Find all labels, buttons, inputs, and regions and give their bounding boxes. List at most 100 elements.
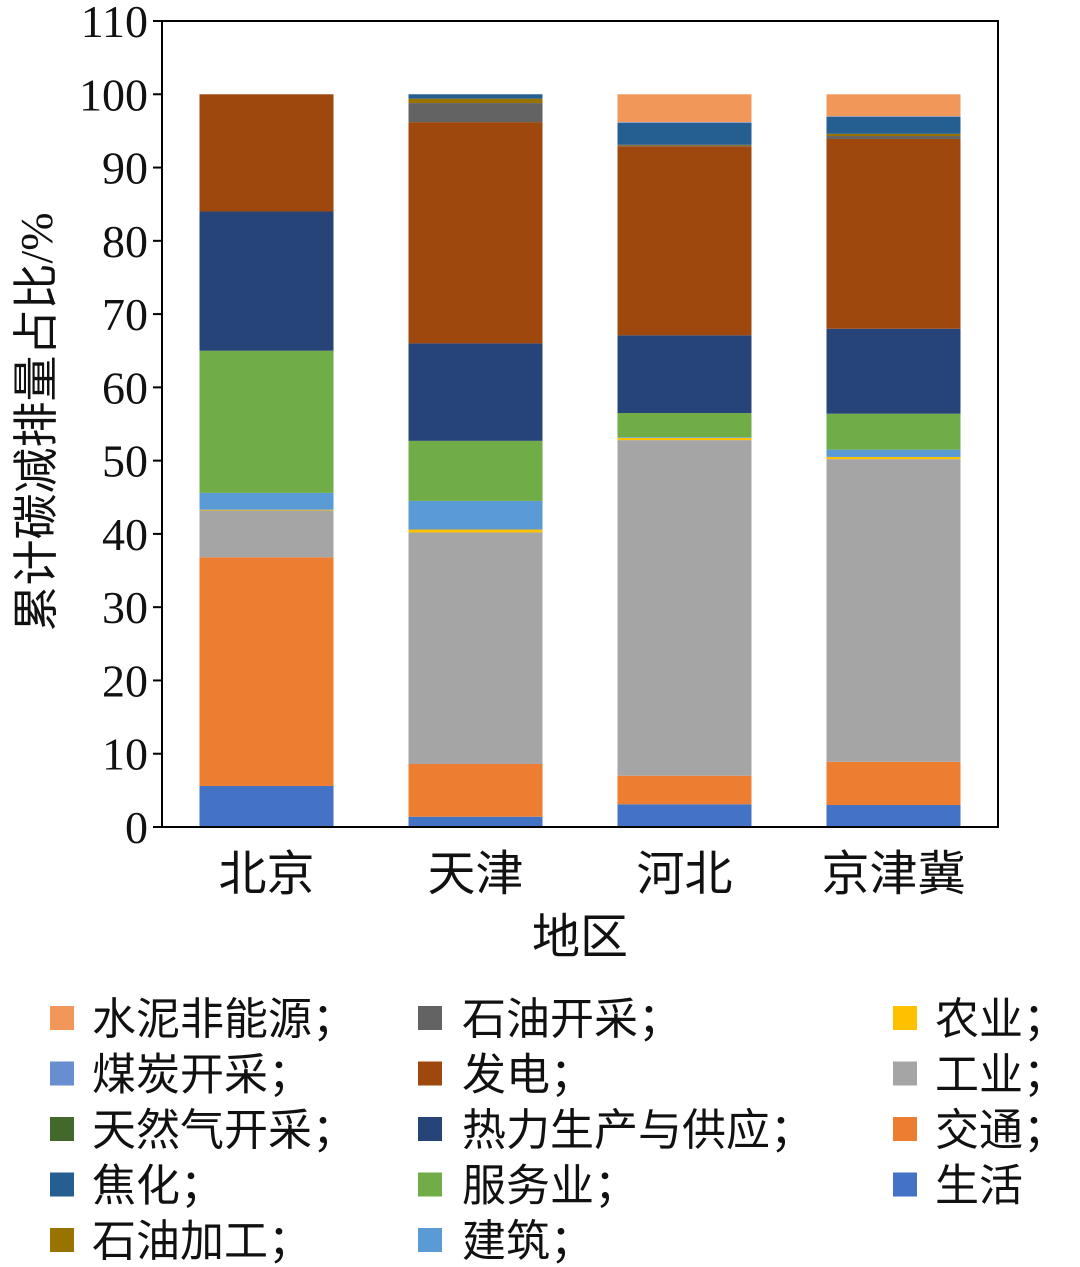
legend-label: 煤炭开采； xyxy=(92,1051,312,1100)
legend-separator: ； xyxy=(550,1217,594,1266)
legend: 水泥非能源；煤炭开采；天然气开采；焦化；石油加工；石油开采；发电；热力生产与供应… xyxy=(50,995,1067,1266)
legend-label: 石油加工； xyxy=(92,1217,312,1266)
y-tick-label: 100 xyxy=(79,69,148,120)
legend-series-name: 发电 xyxy=(462,1051,550,1100)
legend-series-name: 服务业 xyxy=(462,1162,594,1211)
legend-swatch xyxy=(418,1172,442,1197)
legend-label: 交通； xyxy=(935,1106,1067,1155)
legend-swatch xyxy=(418,1117,442,1141)
legend-label: 农业； xyxy=(935,995,1067,1044)
legend-separator: ； xyxy=(550,1051,594,1100)
bar-segment xyxy=(199,94,334,212)
bar-segment xyxy=(826,138,961,329)
bar-segment xyxy=(408,103,543,123)
legend-swatch xyxy=(418,1228,442,1252)
y-tick-label: 110 xyxy=(81,0,148,47)
y-tick-label: 20 xyxy=(102,655,148,706)
bar-segment xyxy=(408,763,543,817)
legend-series-name: 工业 xyxy=(935,1051,1023,1100)
legend-swatch xyxy=(893,1117,917,1141)
bar-segment xyxy=(826,456,961,460)
bar-segment xyxy=(826,459,961,762)
bar-segment xyxy=(199,350,334,493)
legend-swatch xyxy=(50,1061,74,1086)
bar-segment xyxy=(617,775,752,805)
legend-item: 石油加工； xyxy=(50,1217,312,1266)
plot-frame xyxy=(161,20,999,828)
legend-label: 工业； xyxy=(935,1051,1067,1100)
bar-segment xyxy=(617,145,752,147)
legend-item: 工业； xyxy=(893,1051,1067,1100)
legend-item: 服务业； xyxy=(418,1162,638,1211)
legend-series-name: 建筑 xyxy=(462,1217,550,1266)
bar-segment xyxy=(408,440,543,501)
legend-item: 生活 xyxy=(893,1162,1023,1211)
bar-segment xyxy=(826,761,961,806)
bar-segment xyxy=(408,532,543,764)
bar-segment xyxy=(826,805,961,827)
y-tick-label: 0 xyxy=(125,802,148,853)
bar-segment xyxy=(617,437,752,438)
bar-segment xyxy=(617,335,752,414)
legend-separator: ； xyxy=(638,995,682,1044)
legend-item: 热力生产与供应； xyxy=(418,1106,814,1155)
legend-swatch xyxy=(50,1172,74,1197)
bar-segment xyxy=(617,146,752,336)
legend-separator: ； xyxy=(1023,995,1067,1044)
legend-swatch xyxy=(50,1117,74,1141)
bar-segment xyxy=(826,413,961,450)
legend-series-name: 生活 xyxy=(935,1162,1023,1211)
legend-separator: ； xyxy=(1023,1051,1067,1100)
legend-swatch xyxy=(893,1172,917,1197)
legend-swatch xyxy=(893,1006,917,1030)
bar-segment xyxy=(826,136,961,139)
bar-segment xyxy=(199,557,334,786)
legend-item: 建筑； xyxy=(418,1217,594,1266)
legend-label: 天然气开采； xyxy=(92,1106,356,1155)
bar-segment xyxy=(826,116,961,134)
bar-segment xyxy=(617,804,752,827)
y-tick-label: 90 xyxy=(102,143,148,194)
y-axis: 0 10 20 30 40 50 60 70 80 90 100 110 xyxy=(79,0,162,853)
legend-label: 生活 xyxy=(935,1162,1023,1211)
bar-segment xyxy=(617,144,752,146)
legend-series-name: 热力生产与供应 xyxy=(462,1106,770,1155)
bar-segment xyxy=(826,449,961,457)
legend-series-name: 石油开采 xyxy=(462,995,638,1044)
legend-series-name: 煤炭开采 xyxy=(92,1051,268,1100)
bar-segment xyxy=(617,440,752,776)
bar-segment xyxy=(826,94,961,117)
category-label: 河北 xyxy=(636,848,732,901)
legend-series-name: 水泥非能源 xyxy=(92,995,312,1044)
bar-segment xyxy=(199,492,334,510)
bar-segment xyxy=(826,116,961,117)
bar-segment xyxy=(617,413,752,438)
bar-segment xyxy=(408,500,543,530)
legend-label: 热力生产与供应； xyxy=(462,1106,814,1155)
legend-swatch xyxy=(50,1228,74,1252)
legend-series-name: 天然气开采 xyxy=(92,1106,312,1155)
legend-label: 服务业； xyxy=(462,1162,638,1211)
legend-item: 天然气开采； xyxy=(50,1106,356,1155)
legend-separator: ； xyxy=(594,1162,638,1211)
legend-item: 水泥非能源； xyxy=(50,995,356,1044)
bar-segment xyxy=(617,122,752,145)
legend-swatch xyxy=(893,1061,917,1086)
legend-separator: ； xyxy=(312,1106,356,1155)
legend-swatch xyxy=(418,1006,442,1030)
bar-segment xyxy=(408,94,543,99)
legend-label: 建筑； xyxy=(462,1217,594,1266)
y-tick-label: 50 xyxy=(102,436,148,487)
legend-separator: ； xyxy=(268,1051,312,1100)
bar-segment xyxy=(617,122,752,123)
legend-series-name: 交通 xyxy=(935,1106,1023,1155)
bar-segment xyxy=(408,343,543,441)
bar-segment xyxy=(408,122,543,344)
legend-separator: ； xyxy=(1023,1106,1067,1155)
legend-label: 石油开采； xyxy=(462,995,682,1044)
bar-segment xyxy=(199,211,334,351)
y-tick-label: 40 xyxy=(102,509,148,560)
bar-segment xyxy=(199,509,334,511)
category-label: 北京 xyxy=(218,848,314,901)
